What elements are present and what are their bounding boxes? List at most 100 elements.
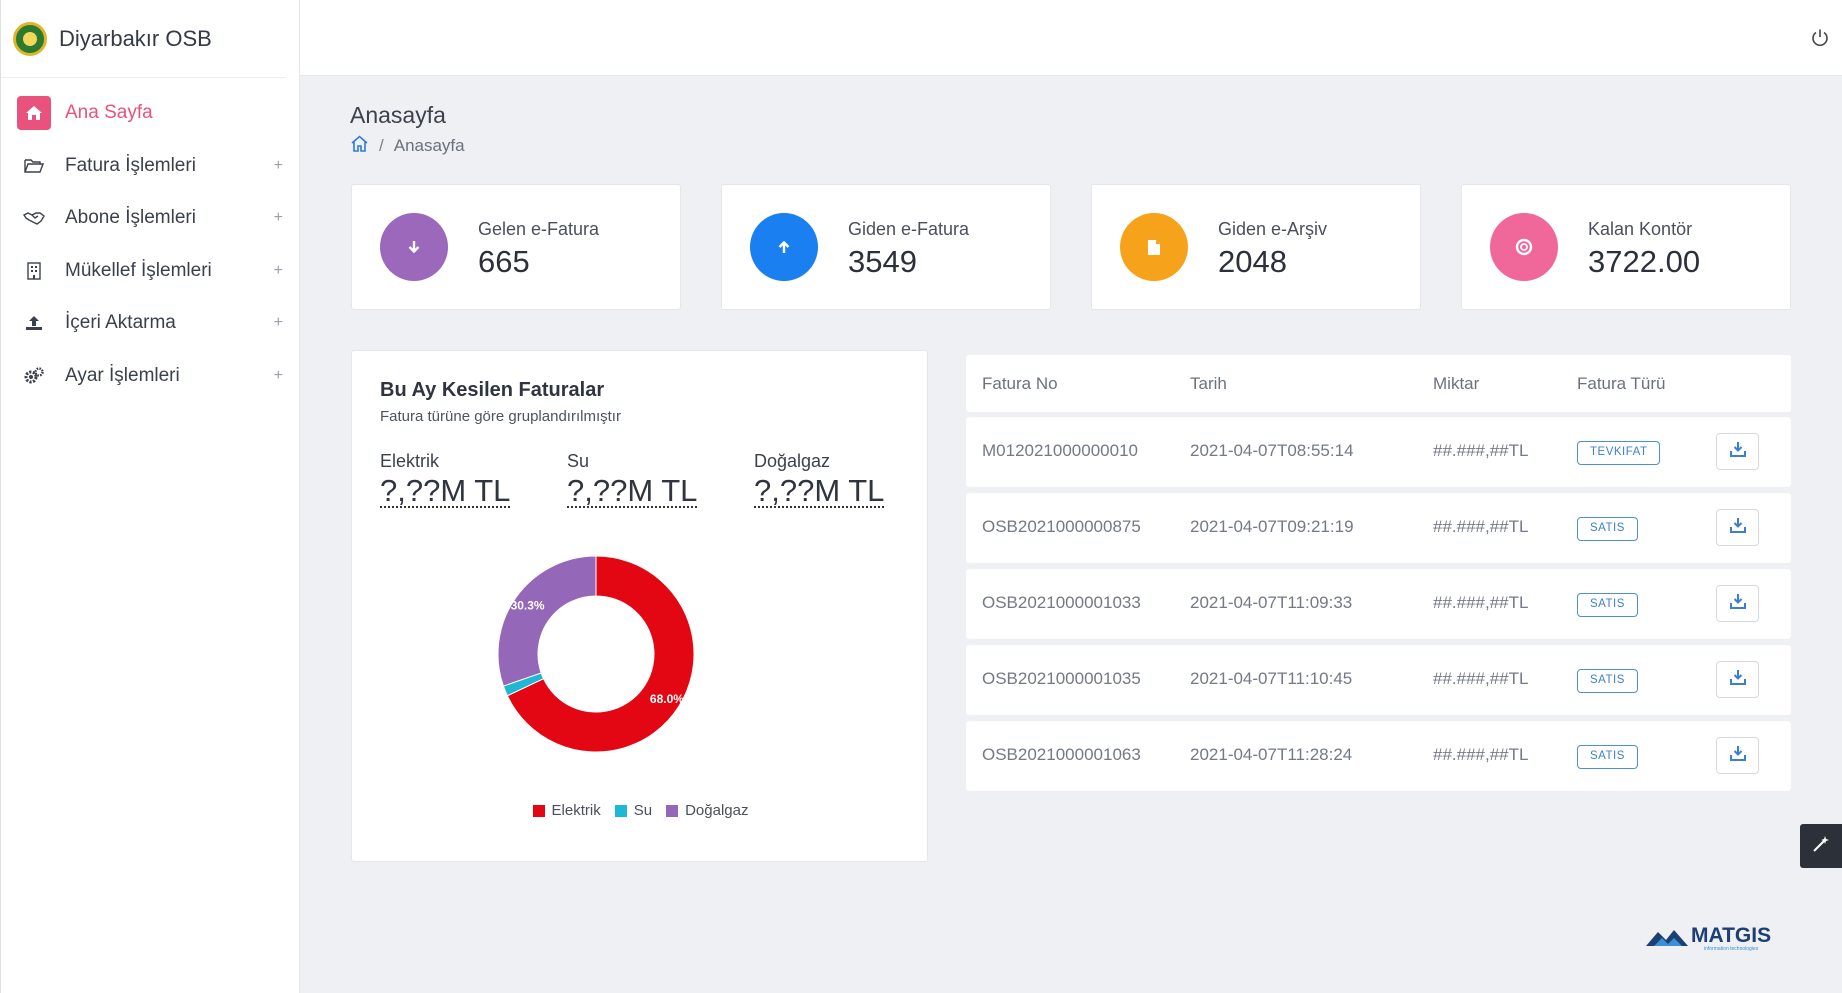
download-button[interactable] [1716,661,1759,698]
handshake-icon [17,201,51,235]
slice-dogalgaz[interactable] [497,555,597,687]
summary-value: ?,??M TL [567,473,698,508]
legend-label: Elektrik [551,802,601,819]
legend-swatch [614,804,627,817]
page-title: Anasayfa [350,102,446,128]
column-header: Fatura Türü [1577,374,1666,393]
stat-label: Kalan Kontör [1588,219,1693,239]
sidebar-item-label: İçeri Aktarma [65,312,176,334]
invoice-no: OSB2021000001035 [982,669,1141,688]
table-row[interactable]: OSB2021000000875 2021-04-07T09:21:19 ##.… [966,493,1791,563]
table-row[interactable]: OSB2021000001033 2021-04-07T11:09:33 ##.… [966,569,1791,639]
sidebar-item-ana-sayfa[interactable]: Ana Sayfa [1,87,299,140]
sidebar-item-ayar-islemleri[interactable]: Ayar İşlemleri + [1,350,299,403]
legend-item-elektrik[interactable]: Elektrik [532,802,601,819]
summary-su: Su ?,??M TL [567,451,698,508]
download-icon [1729,441,1746,462]
sidebar-item-iceri-aktarma[interactable]: İçeri Aktarma + [1,297,299,350]
legend-swatch [666,804,679,817]
sidebar-item-mukellef-islemleri[interactable]: Mükellef İşlemleri + [1,245,299,298]
expand-icon[interactable]: + [273,261,283,279]
expand-icon[interactable]: + [273,156,283,174]
download-icon [1729,745,1746,766]
sidebar-nav: Ana Sayfa Fatura İşlemleri + Abone İşlem… [1,78,299,402]
summary-value: ?,??M TL [380,473,511,508]
sidebar: Diyarbakır OSB Ana Sayfa Fatura İşlemler… [0,0,300,993]
legend-item-dogalgaz[interactable]: Doğalgaz [666,802,748,819]
download-icon [1729,669,1746,690]
sidebar-item-label: Ayar İşlemleri [65,364,180,386]
summary-name: Doğalgaz [754,451,831,471]
stat-label: Gelen e-Fatura [478,219,600,239]
stat-value: 3722.00 [1588,244,1701,279]
customizer-button[interactable] [1800,824,1842,868]
table-row[interactable]: OSB2021000001063 2021-04-07T11:28:24 ##.… [966,721,1791,791]
invoice-no: M012021000000010 [982,441,1138,460]
download-button[interactable] [1716,433,1759,470]
legend-swatch [532,804,545,817]
stat-card-giden-earsiv[interactable]: Giden e-Arşiv 2048 [1091,184,1421,310]
sidebar-item-fatura-islemleri[interactable]: Fatura İşlemleri + [1,140,299,193]
arrow-down-icon [380,213,448,281]
legend-item-su[interactable]: Su [614,802,652,819]
invoice-type-badge: SATIS [1577,593,1638,617]
summary-value: ?,??M TL [754,473,885,508]
expand-icon[interactable]: + [273,366,283,384]
table-row[interactable]: OSB2021000001035 2021-04-07T11:10:45 ##.… [966,645,1791,715]
stat-value: 2048 [1218,244,1287,279]
lifebuoy-icon [1490,213,1558,281]
slice-label: 30.3% [511,598,545,612]
invoice-table-header: Fatura No Tarih Miktar Fatura Türü [966,355,1791,412]
brand[interactable]: Diyarbakır OSB [1,0,285,78]
summary-name: Elektrik [380,451,440,471]
sidebar-item-label: Ana Sayfa [65,102,153,124]
table-row[interactable]: M012021000000010 2021-04-07T08:55:14 ##.… [966,417,1791,487]
brand-title: Diyarbakır OSB [59,25,212,51]
download-icon [1729,593,1746,614]
invoice-no: OSB2021000000875 [982,517,1141,536]
stat-label: Giden e-Arşiv [1218,219,1328,239]
stat-card-giden-efatura[interactable]: Giden e-Fatura 3549 [721,184,1051,310]
expand-icon[interactable]: + [273,314,283,332]
invoice-date: 2021-04-07T11:09:33 [1190,593,1353,612]
home-icon [17,96,51,131]
sidebar-item-label: Fatura İşlemleri [65,154,196,176]
matgis-logo: MATGIS information technologies [1644,918,1794,952]
upload-icon [17,306,51,340]
download-button[interactable] [1716,737,1759,774]
sidebar-item-abone-islemleri[interactable]: Abone İşlemleri + [1,192,299,245]
chart-legend: Elektrik Su Doğalgaz [352,802,929,819]
power-icon[interactable] [1810,28,1830,48]
sidebar-item-label: Abone İşlemleri [65,207,196,229]
invoice-type-badge: SATIS [1577,669,1638,693]
stat-card-kalan-kontor[interactable]: Kalan Kontör 3722.00 [1461,184,1791,310]
chart-title: Bu Ay Kesilen Faturalar [380,379,605,401]
invoice-amount: ##.###,##TL [1433,669,1529,688]
invoice-type-badge: SATIS [1577,745,1638,769]
legend-label: Doğalgaz [685,802,749,819]
expand-icon[interactable]: + [273,209,283,227]
download-button[interactable] [1716,585,1759,622]
slice-elektrik[interactable] [506,555,695,753]
invoice-amount: ##.###,##TL [1433,745,1529,764]
chart-subtitle: Fatura türüne göre gruplandırılmıştır [380,408,621,425]
invoice-date: 2021-04-07T08:55:14 [1190,441,1354,460]
home-icon[interactable] [350,135,369,157]
sidebar-item-label: Mükellef İşlemleri [65,259,212,281]
stat-card-gelen-efatura[interactable]: Gelen e-Fatura 665 [351,184,681,310]
arrow-up-icon [750,213,818,281]
stat-label: Giden e-Fatura [848,219,970,239]
summary-name: Su [567,451,590,471]
donut-chart[interactable]: 68.0% 30.3% [352,521,929,771]
breadcrumb: / Anasayfa [350,135,465,157]
folder-open-icon [17,149,51,183]
invoice-type-badge: SATIS [1577,517,1638,541]
invoice-type-badge: TEVKIFAT [1577,441,1661,465]
breadcrumb-separator: / [379,136,384,155]
download-icon [1729,517,1746,538]
file-icon [1120,213,1188,281]
invoice-date: 2021-04-07T11:28:24 [1190,745,1353,764]
breadcrumb-current: Anasayfa [393,136,465,155]
download-button[interactable] [1716,509,1759,546]
invoice-amount: ##.###,##TL [1433,593,1529,612]
